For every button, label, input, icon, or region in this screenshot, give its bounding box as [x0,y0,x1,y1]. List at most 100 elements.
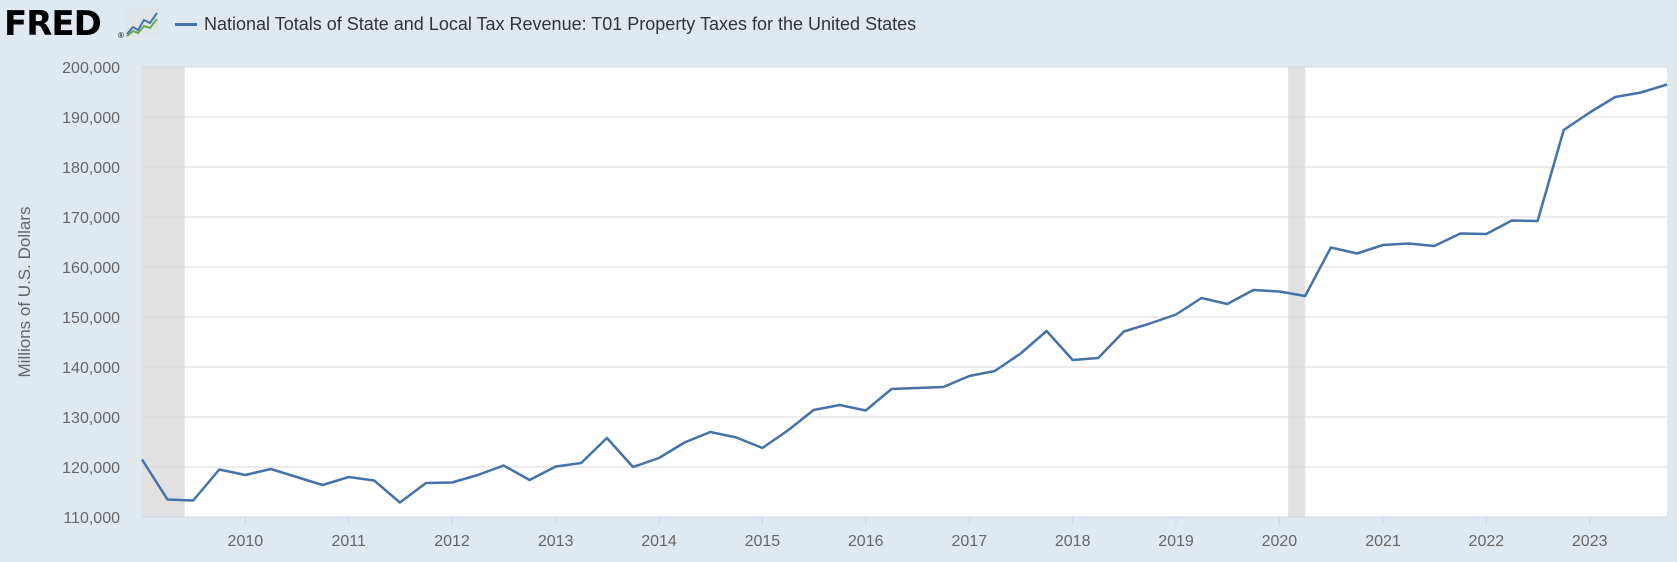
data-point[interactable] [1198,294,1206,302]
data-point[interactable] [887,385,895,393]
y-tick-label: 200,000 [62,60,120,77]
data-point[interactable] [939,383,947,391]
data-point[interactable] [370,477,378,485]
data-point[interactable] [552,463,560,471]
data-point[interactable] [422,479,430,487]
data-point[interactable] [1611,93,1619,101]
data-point[interactable] [1508,217,1516,225]
data-point[interactable] [913,384,921,392]
registered-mark: ® [118,31,124,40]
x-tick-label: 2015 [745,533,781,550]
y-tick-label: 150,000 [62,310,120,327]
chart-icon [125,8,159,38]
chart-title: National Totals of State and Local Tax R… [204,14,917,34]
data-point[interactable] [345,473,353,481]
x-tick-label: 2023 [1572,533,1608,550]
recession-band [1288,67,1306,517]
data-point[interactable] [991,367,999,375]
x-tick-label: 2021 [1365,533,1401,550]
chart-header: FRED ® National Totals of State and Loca… [0,0,1677,50]
data-point[interactable] [1534,217,1542,225]
y-tick-label: 120,000 [62,460,120,477]
legend-line-swatch [175,23,197,26]
data-point[interactable] [189,497,197,505]
data-point[interactable] [965,372,973,380]
x-tick-labels: 2010 2011 2012 2013 2014 2015 2016 2017 2018 2019… [228,517,1608,550]
data-point[interactable] [1172,311,1180,319]
series-line [140,83,1668,504]
data-point[interactable] [1043,327,1051,335]
y-tick-label: 190,000 [62,110,120,127]
data-point[interactable] [396,499,404,507]
x-tick-label: 2010 [228,533,264,550]
plot-background [142,67,1667,517]
data-point[interactable] [1223,300,1231,308]
data-point[interactable] [138,456,146,464]
x-tick-label: 2013 [538,533,574,550]
data-point[interactable] [629,463,637,471]
data-point[interactable] [784,427,792,435]
recession-bands [142,67,1306,517]
x-tick-label: 2014 [641,533,677,550]
y-tick-label: 140,000 [62,360,120,377]
data-point[interactable] [1120,328,1128,336]
data-point[interactable] [1069,356,1077,364]
y-axis-label: Millions of U.S. Dollars [15,207,34,378]
data-point[interactable] [215,466,223,474]
data-point[interactable] [500,462,508,470]
data-point[interactable] [1637,89,1645,97]
data-point[interactable] [1094,354,1102,362]
data-point[interactable] [1404,240,1412,248]
data-point[interactable] [1249,286,1257,294]
y-tick-labels: 110,000 120,000 130,000 140,000 150,000 160,0… [62,60,120,527]
data-point[interactable] [1586,109,1594,117]
data-point[interactable] [293,473,301,481]
data-point[interactable] [577,459,585,467]
data-point[interactable] [1146,320,1154,328]
data-point[interactable] [1430,242,1438,250]
y-tick-label: 160,000 [62,260,120,277]
data-point[interactable] [1379,241,1387,249]
data-point[interactable] [474,471,482,479]
y-tick-label: 110,000 [63,510,120,527]
data-point[interactable] [448,479,456,487]
x-tick-label: 2017 [952,533,988,550]
data-point[interactable] [758,444,766,452]
data-point[interactable] [862,407,870,415]
y-tick-label: 170,000 [62,210,120,227]
data-point[interactable] [836,401,844,409]
data-point[interactable] [655,454,663,462]
data-point[interactable] [526,476,534,484]
data-point[interactable] [163,496,171,504]
data-point[interactable] [1560,126,1568,134]
y-tick-label: 180,000 [62,160,120,177]
data-point[interactable] [810,406,818,414]
data-point[interactable] [1301,292,1309,300]
data-point[interactable] [1482,230,1490,238]
data-point[interactable] [603,434,611,442]
fred-logo[interactable]: FRED [4,4,102,44]
x-tick-label: 2018 [1055,533,1091,550]
x-tick-label: 2019 [1158,533,1194,550]
x-tick-label: 2012 [434,533,470,550]
x-tick-label: 2011 [331,533,366,550]
data-point[interactable] [706,428,714,436]
grid-lines [142,66,1667,518]
data-point[interactable] [1353,250,1361,258]
data-point[interactable] [680,439,688,447]
data-point[interactable] [319,481,327,489]
y-tick-label: 130,000 [62,410,120,427]
data-point[interactable] [1663,81,1671,89]
data-point[interactable] [1327,244,1335,252]
data-point[interactable] [267,465,275,473]
x-tick-label: 2022 [1469,533,1505,550]
data-point[interactable] [1275,288,1283,296]
x-tick-label: 2020 [1262,533,1298,550]
data-point[interactable] [1017,350,1025,358]
data-point[interactable] [732,434,740,442]
recession-band [142,67,185,517]
data-point[interactable] [1456,230,1464,238]
data-point[interactable] [241,471,249,479]
